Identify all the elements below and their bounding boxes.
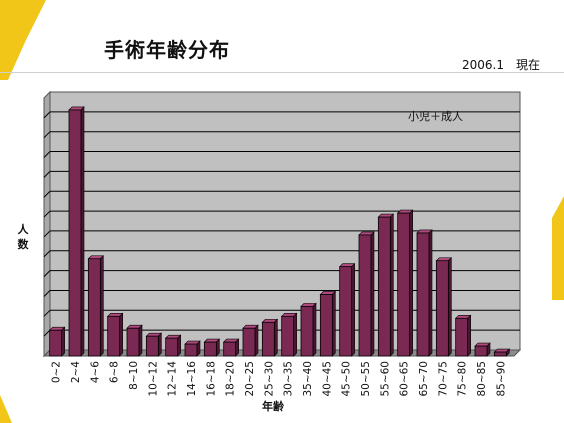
bar-side	[390, 213, 394, 357]
x-tick-label: 14~16	[186, 361, 198, 397]
gridline-side	[43, 329, 51, 337]
bar	[397, 212, 411, 357]
plot-side-wall	[43, 90, 51, 358]
gridline-side	[43, 290, 51, 297]
slide-title: 手術年齢分布	[104, 38, 230, 62]
y-axis-label: 人数	[17, 223, 29, 251]
right-yellow-decoration	[552, 196, 564, 300]
gridline-side	[43, 111, 51, 119]
x-tick-label: 18~20	[225, 361, 237, 397]
bar	[358, 234, 372, 357]
bar	[416, 232, 430, 357]
x-tick-label: 80~85	[476, 361, 488, 397]
bar	[242, 327, 256, 357]
top-left-yellow-decoration	[0, 0, 46, 80]
bar-side	[312, 302, 317, 357]
bar	[126, 327, 140, 357]
x-tick-label: 12~14	[167, 361, 179, 397]
x-tick-label: 6~8	[109, 361, 121, 383]
x-tick-label: 30~35	[283, 361, 295, 397]
bar	[474, 345, 488, 357]
gridline-side	[43, 210, 51, 218]
bar-side	[370, 231, 375, 357]
bar-side	[467, 314, 471, 357]
bar	[377, 216, 391, 357]
x-tick-label: 2~4	[70, 361, 82, 383]
title-divider	[0, 72, 564, 73]
gridline-side	[43, 190, 51, 198]
bar	[435, 260, 449, 357]
bar-side	[80, 106, 85, 357]
legend-text: 小児＋成人	[408, 110, 463, 123]
bar	[339, 266, 353, 357]
bar	[184, 343, 198, 357]
x-tick-label: 50~55	[360, 361, 372, 397]
bar-side	[61, 326, 65, 357]
bar	[87, 258, 101, 357]
bar	[493, 351, 507, 357]
x-axis-label: 年齢	[262, 400, 284, 413]
bar	[49, 329, 63, 357]
gridline-side	[43, 230, 51, 238]
x-tick-label: 4~6	[89, 361, 101, 383]
gridline-side	[43, 131, 51, 139]
bar-side	[100, 255, 104, 357]
bar	[145, 335, 159, 357]
x-tick-label: 8~10	[128, 361, 140, 390]
x-tick-label: 35~40	[302, 361, 314, 397]
bar-side	[293, 312, 297, 357]
bar-side	[216, 338, 220, 357]
bar	[223, 341, 237, 357]
bar-side	[158, 332, 162, 357]
bar-side	[409, 209, 413, 357]
x-tick-label: 85~90	[495, 361, 507, 397]
bar	[107, 315, 121, 357]
bar	[300, 305, 314, 357]
bar-side	[332, 290, 336, 357]
bar	[261, 321, 275, 357]
date-label: 2006.1 現在	[462, 58, 540, 72]
bar-side	[351, 262, 355, 357]
x-tick-label: 25~30	[263, 361, 275, 397]
x-tick-label: 10~12	[147, 361, 159, 397]
bar-side	[428, 229, 433, 357]
bar	[455, 317, 469, 357]
bar-side	[138, 324, 143, 357]
gridline-side	[43, 309, 51, 317]
gridline-side	[43, 151, 51, 158]
gridline-side	[43, 270, 51, 277]
x-tick-label: 55~60	[379, 361, 391, 397]
x-tick-label: 70~75	[437, 361, 449, 397]
bar	[165, 337, 179, 357]
x-tick-label: 16~18	[205, 361, 217, 397]
x-tick-label: 75~80	[457, 361, 469, 397]
x-tick-label: 65~70	[418, 361, 430, 397]
bar	[319, 294, 333, 357]
bar-side	[235, 338, 239, 357]
bar-side	[119, 312, 123, 357]
x-tick-label: 45~50	[341, 361, 353, 397]
x-tick-label: 20~25	[244, 361, 256, 397]
x-tick-label: 0~2	[51, 361, 63, 383]
bar-side	[177, 334, 181, 357]
bar	[203, 341, 217, 357]
bottom-left-yellow-decoration	[0, 395, 12, 423]
bar-side	[274, 318, 278, 357]
bar-side	[196, 340, 201, 357]
x-tick-label: 60~65	[399, 361, 411, 397]
bar-side	[254, 324, 259, 357]
bar	[68, 109, 82, 357]
gridline-side	[43, 250, 51, 258]
bar	[281, 315, 295, 357]
gridline-side	[43, 171, 51, 178]
x-tick-label: 40~45	[321, 361, 333, 397]
bar-side	[448, 257, 452, 357]
